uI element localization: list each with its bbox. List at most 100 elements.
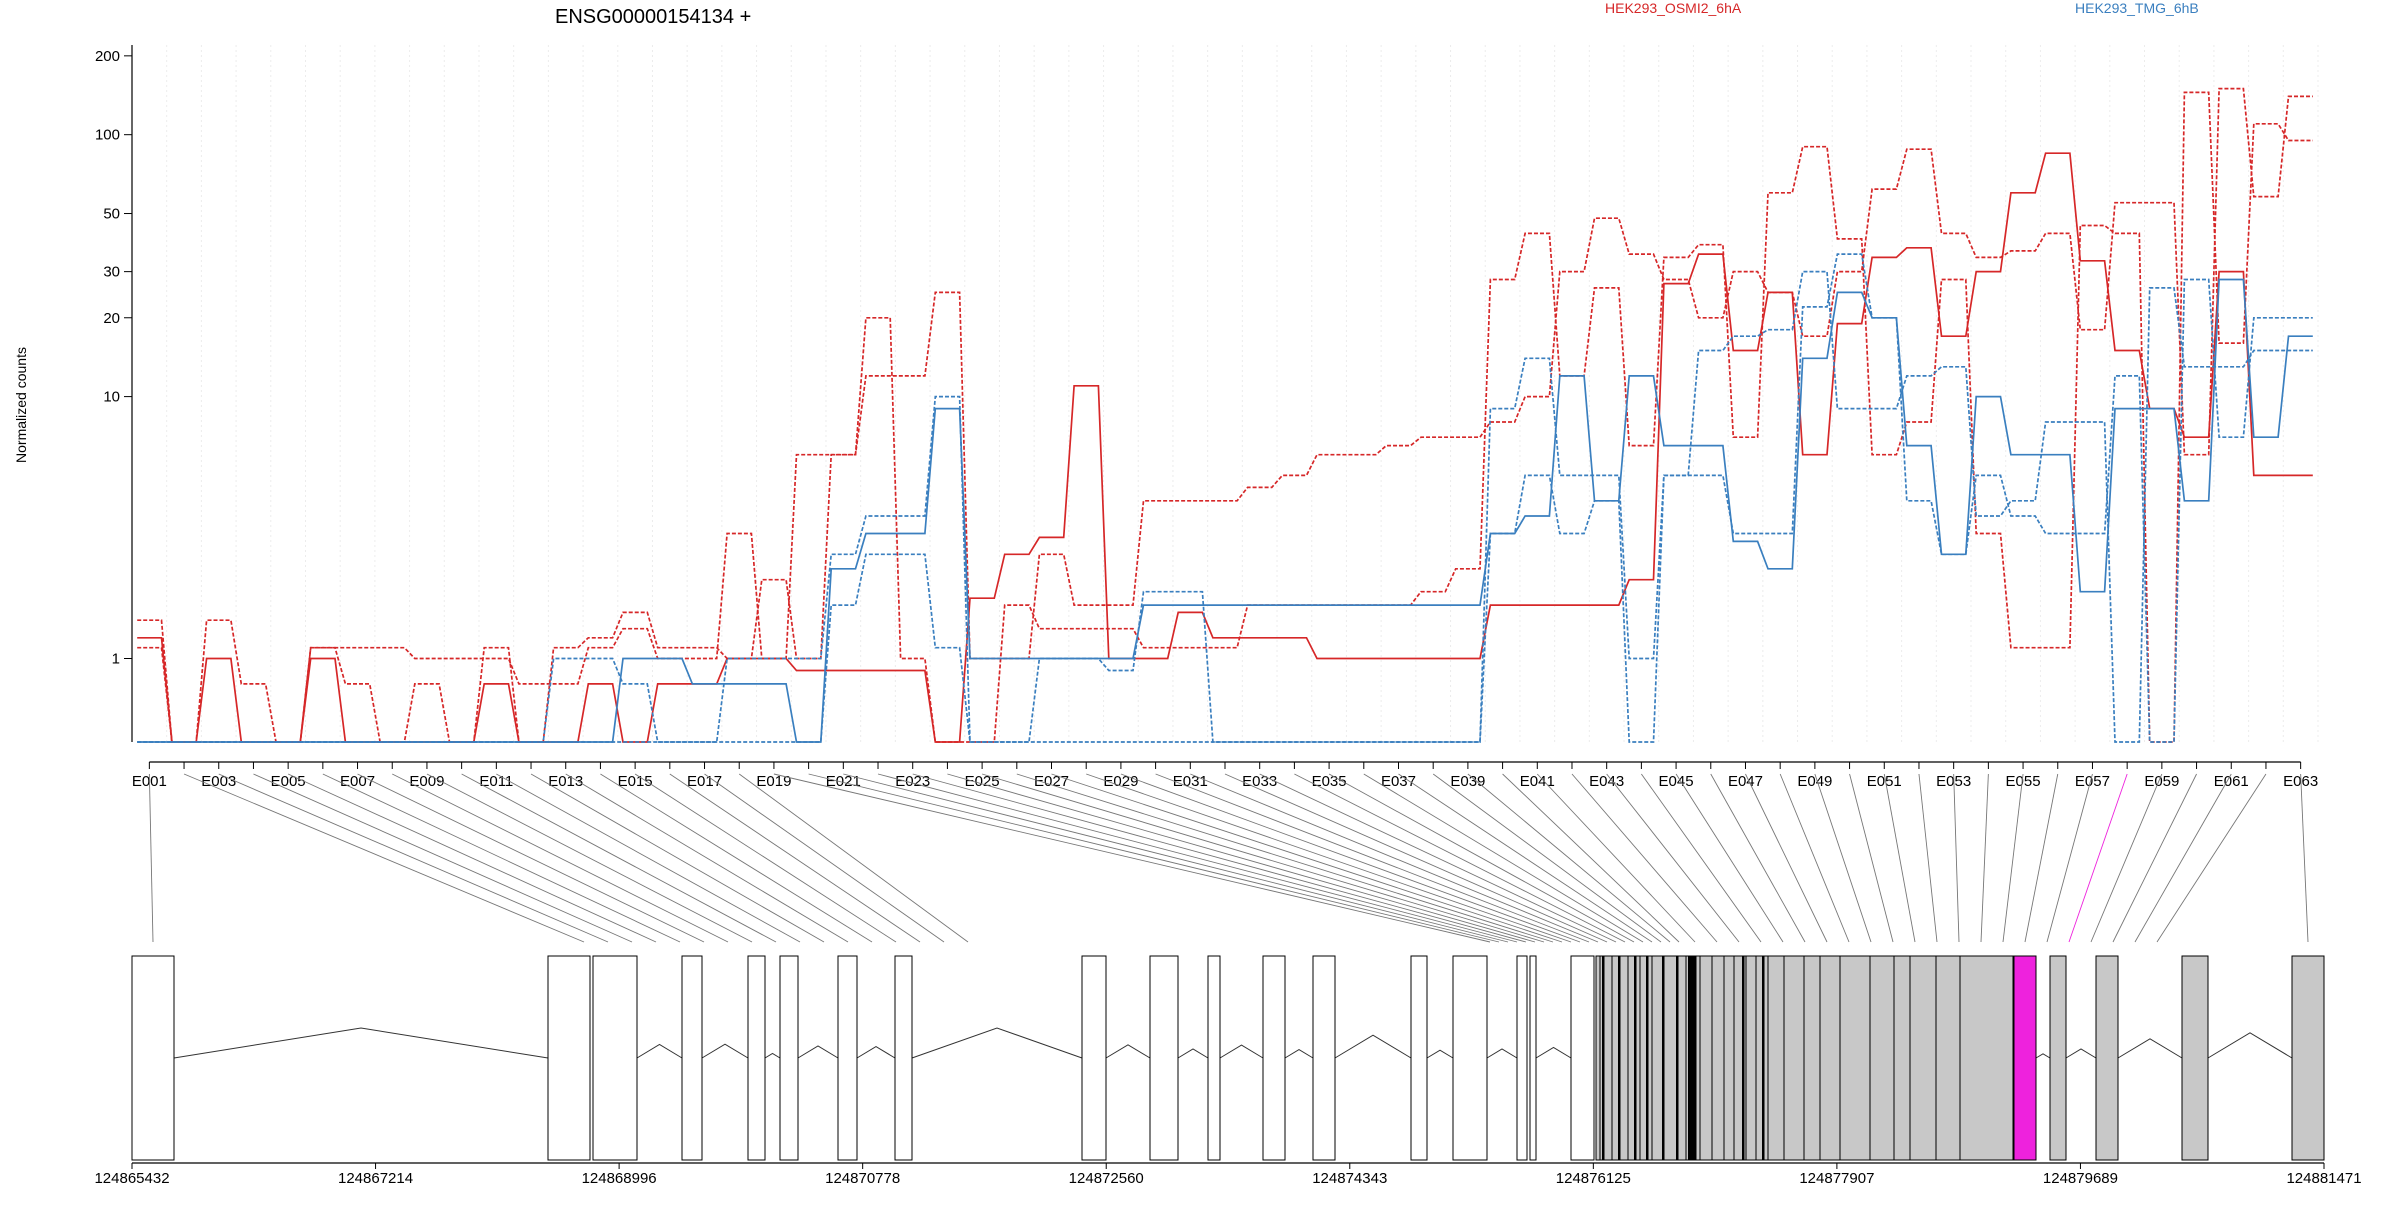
exon-sliver — [1742, 956, 1745, 1160]
exon-tick-label: E061 — [2214, 773, 2249, 790]
exon-connector — [808, 773, 1500, 943]
exon-box — [1570, 955, 1595, 1161]
exon-tick-label: E025 — [965, 773, 1000, 790]
exon-tick-label: E021 — [826, 773, 861, 790]
exon-connector — [2024, 773, 2059, 943]
exon-connector — [1294, 773, 1626, 943]
exon-connector — [2134, 773, 2232, 943]
exon-tick-label: E003 — [201, 773, 236, 790]
genome-tick-label: 124868996 — [582, 1170, 657, 1187]
exon-connector — [912, 773, 1527, 943]
exon-connector — [183, 773, 585, 943]
genome-axis: 124865432 124867214 124868996 124870778 1248… — [94, 1162, 2362, 1187]
exon-connector — [1502, 773, 1680, 943]
exon-connector — [2300, 773, 2309, 943]
intron-line — [1177, 1048, 1209, 1059]
exon-box — [1262, 955, 1286, 1161]
genome-tick-label: 124876125 — [1556, 1170, 1631, 1187]
exon-sliver — [1694, 956, 1697, 1160]
legend-label-osmi2: HEK293_OSMI2_6hA — [1605, 0, 1742, 16]
exon-connector — [1086, 773, 1572, 943]
exon-box — [1699, 955, 1713, 1161]
exon-connector — [600, 773, 873, 943]
exon-box — [2181, 955, 2209, 1161]
exon-tick-label: E039 — [1450, 773, 1485, 790]
exon-connector — [1849, 773, 1894, 943]
exon-connector — [1190, 773, 1599, 943]
exon-box — [837, 955, 858, 1161]
intron-line — [2065, 1048, 2097, 1059]
exon-connector — [1980, 773, 1989, 943]
genome-tick-label: 124870778 — [825, 1170, 900, 1187]
genome-tick-label: 124867214 — [338, 1170, 413, 1187]
series-line-tmg-3 — [137, 278, 2313, 743]
exon-connector — [1606, 773, 1740, 943]
exon-connector — [981, 773, 1545, 943]
exon-connector — [1779, 773, 1850, 943]
exon-connector — [947, 773, 1536, 943]
exon-sliver — [1762, 956, 1765, 1160]
exon-box — [1935, 955, 1961, 1161]
exon-connector — [461, 773, 777, 943]
exon-tick-label: E043 — [1589, 773, 1624, 790]
intron-line — [1334, 1034, 1412, 1059]
intron-line — [636, 1043, 683, 1059]
gene-model — [131, 955, 2325, 1161]
exon-tick-label: E035 — [1312, 773, 1347, 790]
exon-tick-label: E013 — [548, 773, 583, 790]
exon-box — [1767, 955, 1785, 1161]
exon-tick-label: E005 — [271, 773, 306, 790]
exon-connector — [1536, 773, 1696, 943]
exon-box — [592, 955, 638, 1161]
exon-sliver — [1618, 956, 1621, 1160]
exon-connector — [392, 773, 729, 943]
legend-label-tmg: HEK293_TMG_6hB — [2075, 0, 2199, 16]
exon-connectors — [148, 773, 2309, 943]
exon-tick-label: E011 — [479, 773, 513, 790]
exon-box — [1452, 955, 1488, 1161]
intron-line — [1486, 1048, 1518, 1059]
intron-line — [173, 1027, 549, 1059]
series-line-tmg-5 — [137, 253, 2313, 743]
exon-box — [1819, 955, 1841, 1161]
exon-box — [1677, 955, 1687, 1161]
exon-connector — [877, 773, 1518, 943]
genome-tick-label: 124874343 — [1312, 1170, 1387, 1187]
exon-connector — [287, 773, 657, 943]
exon-sliver — [1692, 956, 1695, 1160]
exon-box — [547, 955, 591, 1161]
exon-tick-label: E017 — [687, 773, 722, 790]
series-line-osmi2-1 — [137, 87, 2313, 743]
exon-tick-label: E051 — [1867, 773, 1902, 790]
exon-tick-label: E059 — [2144, 773, 2179, 790]
chart-title: ENSG00000154134 + — [555, 6, 751, 28]
exon-connector — [2156, 773, 2267, 943]
exon-connector — [1953, 773, 1960, 943]
exon-box — [1516, 955, 1528, 1161]
intron-line — [2207, 1032, 2293, 1059]
intron-line — [1105, 1044, 1151, 1059]
exon-connector — [1641, 773, 1762, 943]
exon-box — [2291, 955, 2325, 1161]
exon-connector — [2090, 773, 2163, 943]
exon-connector — [1432, 773, 1662, 943]
y-tick-label: 100 — [95, 127, 120, 144]
exon-connector — [1467, 773, 1671, 943]
exon-connector — [1155, 773, 1590, 943]
exon-connector — [1328, 773, 1635, 943]
intron-line — [2117, 1038, 2183, 1059]
exon-box — [2049, 955, 2067, 1161]
exon-box — [131, 955, 175, 1161]
exon-connector — [1224, 773, 1608, 943]
exon-connector — [1259, 773, 1617, 943]
exon-box — [1312, 955, 1336, 1161]
y-axis-label: Normalized counts — [13, 347, 29, 463]
exon-connector — [704, 773, 945, 943]
exon-sliver — [1688, 956, 1691, 1160]
exon-connector — [530, 773, 825, 943]
exon-connector — [357, 773, 705, 943]
genome-tick-label: 124881471 — [2286, 1170, 2361, 1187]
exon-connector — [1016, 773, 1554, 943]
